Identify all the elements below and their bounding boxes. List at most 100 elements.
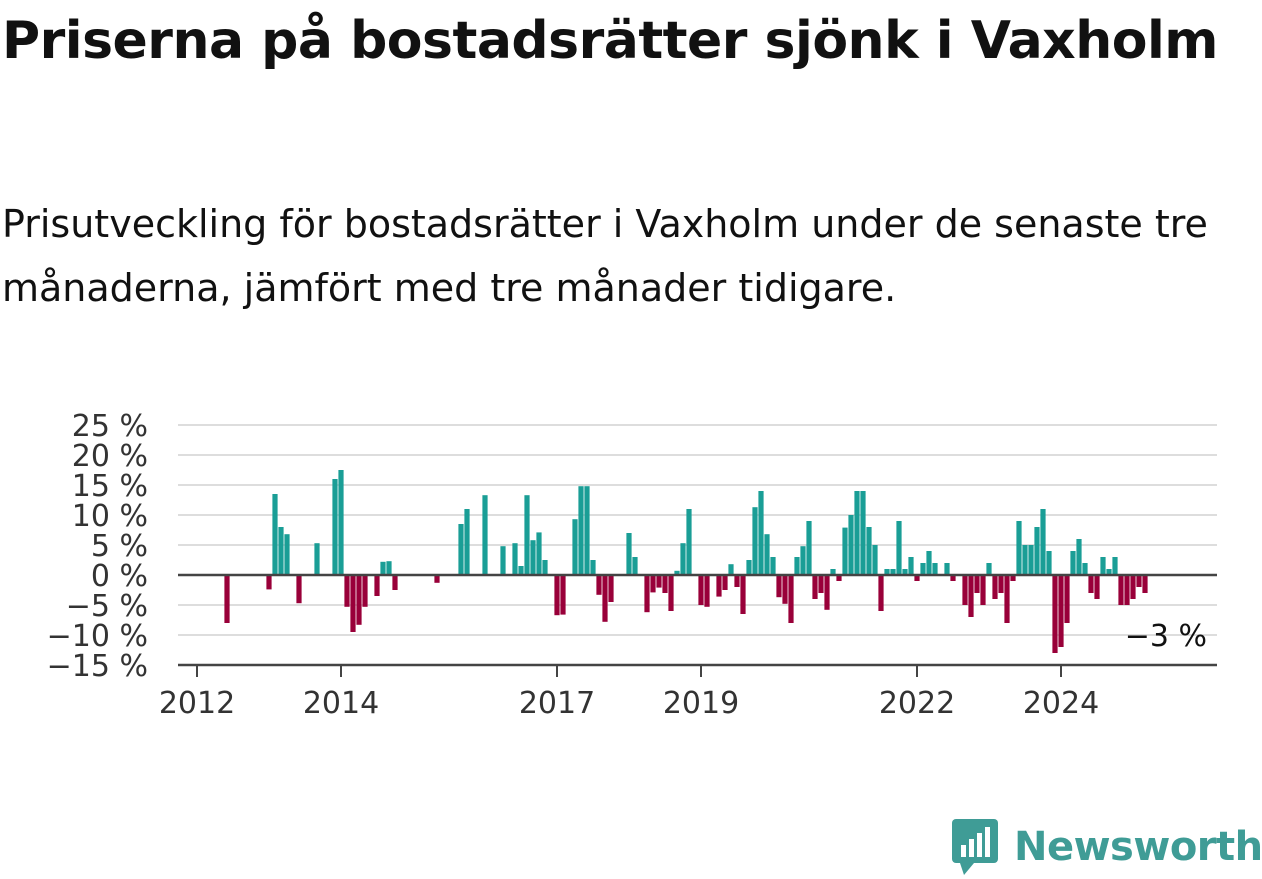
bar — [734, 575, 740, 587]
x-tick-label: 2022 — [879, 686, 955, 721]
bar — [458, 524, 464, 575]
bar — [596, 575, 602, 595]
bar — [1070, 551, 1076, 575]
bar — [482, 495, 488, 575]
bar — [1100, 557, 1106, 575]
y-tick-label: −10 % — [47, 619, 148, 654]
y-tick-label: 5 % — [91, 529, 148, 564]
bar — [1118, 575, 1124, 605]
y-tick-label: 15 % — [72, 469, 148, 504]
bar — [272, 494, 278, 575]
bar — [1046, 551, 1052, 575]
bar — [1082, 563, 1088, 575]
bar — [800, 546, 806, 575]
bar — [386, 561, 392, 575]
bar — [1064, 575, 1070, 623]
bar — [338, 470, 344, 575]
bar — [902, 569, 908, 575]
bar — [344, 575, 350, 607]
bar — [860, 491, 866, 575]
bar — [434, 575, 440, 583]
bar — [656, 575, 662, 588]
bar — [758, 491, 764, 575]
bar — [650, 575, 656, 593]
bar — [830, 569, 836, 575]
bar — [1112, 557, 1118, 575]
bar — [350, 575, 356, 632]
bar — [914, 575, 920, 581]
bar — [632, 557, 638, 575]
bar — [962, 575, 968, 605]
bar — [572, 519, 578, 575]
bar — [1088, 575, 1094, 593]
bar — [518, 566, 524, 575]
bar — [356, 575, 362, 625]
bar — [752, 507, 758, 575]
chart-subtitle: Prisutveckling för bostadsrätter i Vaxho… — [2, 202, 1208, 310]
bar — [782, 575, 788, 604]
bar — [512, 543, 518, 575]
bar — [980, 575, 986, 605]
bar — [284, 534, 290, 575]
bar — [530, 540, 536, 575]
bar — [590, 560, 596, 575]
bar — [500, 546, 506, 575]
bar — [674, 570, 680, 575]
y-tick-label: 20 % — [72, 439, 148, 474]
y-tick-label: 25 % — [72, 409, 148, 444]
bar — [1022, 545, 1028, 575]
newsworthy-logo: Newsworthy — [950, 817, 1262, 877]
bar — [464, 509, 470, 575]
bar — [818, 575, 824, 593]
bar — [1136, 575, 1142, 587]
bar — [992, 575, 998, 599]
bar — [788, 575, 794, 623]
bar — [380, 561, 386, 575]
bar — [998, 575, 1004, 593]
bar — [1094, 575, 1100, 599]
bar — [872, 545, 878, 575]
bar — [908, 557, 914, 575]
bar — [806, 521, 812, 575]
bar — [602, 575, 608, 622]
bar — [878, 575, 884, 611]
bar — [770, 557, 776, 575]
bar — [920, 563, 926, 575]
bar — [794, 557, 800, 575]
bar — [524, 495, 530, 575]
bar — [986, 563, 992, 575]
brand-name: Newsworthy — [1014, 824, 1262, 870]
bar-chart: 25 %20 %15 %10 %5 %0 %−5 %−10 %−15 % 2012… — [47, 409, 1217, 721]
bar — [1076, 539, 1082, 575]
bar — [974, 575, 980, 593]
bar — [578, 486, 584, 575]
bar — [854, 491, 860, 575]
bar — [1028, 545, 1034, 575]
bar — [332, 479, 338, 575]
bar — [968, 575, 974, 617]
bar — [1142, 575, 1148, 593]
bar — [1034, 527, 1040, 575]
x-tick-label: 2019 — [663, 686, 739, 721]
x-tick-label: 2014 — [303, 686, 379, 721]
bar — [722, 575, 728, 590]
bar — [668, 575, 674, 611]
y-tick-label: −15 % — [47, 649, 148, 684]
bar — [1124, 575, 1130, 605]
bar — [278, 527, 284, 575]
bar — [728, 564, 734, 575]
bar — [764, 534, 770, 575]
bar — [890, 569, 896, 575]
bar — [1106, 569, 1112, 575]
bar — [392, 575, 398, 590]
bar — [1130, 575, 1136, 599]
y-tick-label: −5 % — [66, 589, 148, 624]
bar — [716, 575, 722, 597]
bar — [896, 521, 902, 575]
bar — [1040, 509, 1046, 575]
bar — [824, 575, 830, 610]
bar — [680, 543, 686, 575]
bar — [374, 575, 380, 596]
bar — [314, 543, 320, 575]
bar — [626, 533, 632, 575]
